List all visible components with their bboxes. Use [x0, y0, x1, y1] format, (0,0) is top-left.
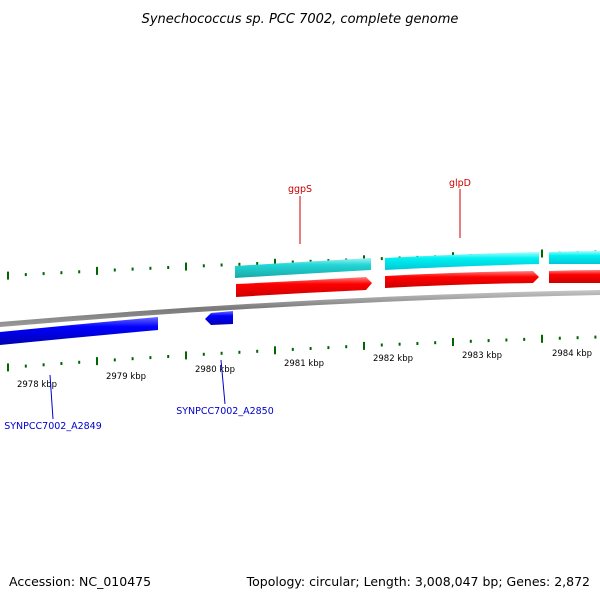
next-cds-feature[interactable] [549, 270, 600, 283]
a2850-label[interactable]: SYNPCC7002_A2850 [176, 406, 274, 417]
scale-label-2983: 2983 kbp [462, 351, 502, 361]
scale-labels: 2978 kbp 2979 kbp 2980 kbp 2981 kbp 2982… [17, 349, 592, 390]
scale-label-2978: 2978 kbp [17, 380, 57, 390]
scale-label-2982: 2982 kbp [373, 354, 413, 364]
next-gene-feature[interactable] [549, 251, 600, 264]
accession-text: Accession: NC_010475 [9, 574, 151, 589]
map-title: Synechococcus sp. PCC 7002, complete gen… [142, 12, 459, 27]
glpD-label[interactable]: glpD [449, 178, 471, 189]
forward-gene-track [235, 251, 600, 278]
summary-text: Topology: circular; Length: 3,008,047 bp… [246, 574, 590, 589]
genome-backbone [0, 290, 600, 327]
a2849-label[interactable]: SYNPCC7002_A2849 [4, 421, 102, 432]
a2850-leader-line [220, 359, 226, 405]
a2849-leader-line [49, 374, 54, 420]
ggpS-gene-feature[interactable] [235, 258, 371, 278]
glpD-cds-feature[interactable] [385, 271, 539, 288]
reverse-cds-track [0, 311, 233, 345]
scale-label-2980: 2980 kbp [195, 365, 235, 375]
a2850-cds-feature[interactable] [205, 311, 233, 325]
gene-labels: ggpS glpD SYNPCC7002_A2849 SYNPCC7002_A2… [4, 178, 471, 432]
a2849-cds-feature[interactable] [0, 317, 158, 345]
inner-tick-marks [7, 334, 597, 372]
scale-label-2984: 2984 kbp [552, 349, 592, 359]
scale-label-2981: 2981 kbp [284, 359, 324, 369]
ggpS-cds-feature[interactable] [236, 277, 372, 297]
forward-cds-track [236, 270, 600, 297]
ggpS-label[interactable]: ggpS [288, 184, 312, 195]
scale-label-2979: 2979 kbp [106, 372, 146, 382]
glpD-gene-feature[interactable] [385, 252, 539, 270]
